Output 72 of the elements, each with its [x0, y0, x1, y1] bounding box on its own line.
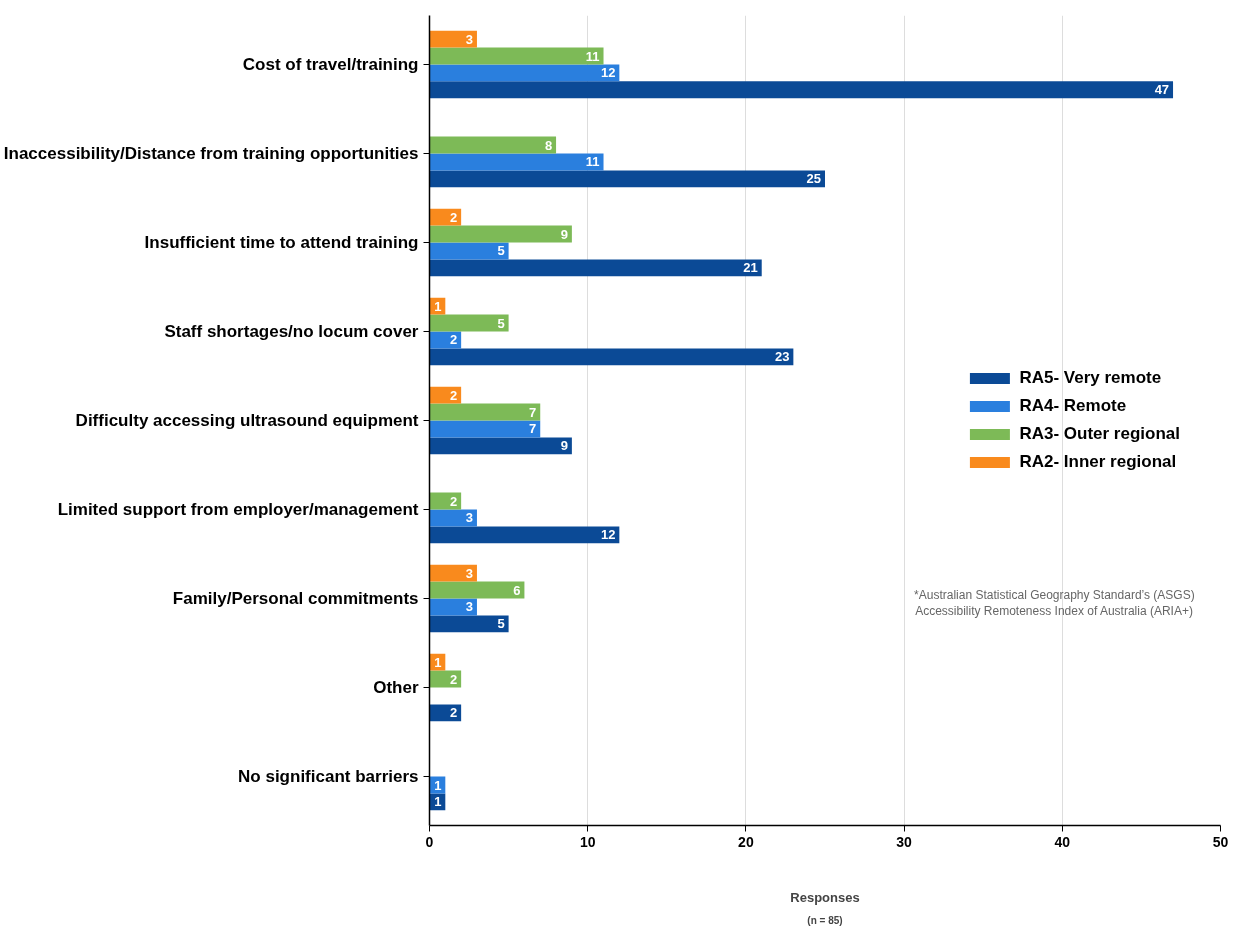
data-label: 2 — [449, 332, 458, 348]
data-label: 2 — [449, 209, 458, 225]
data-label: 11 — [585, 48, 600, 64]
y-tick-label: Inaccessibility/Distance from training opportunities — [3, 143, 419, 163]
bar — [429, 170, 825, 188]
bar — [429, 30, 477, 48]
bar — [429, 81, 1174, 99]
bar — [429, 437, 572, 455]
data-label: 11 — [585, 154, 600, 170]
y-tick-label: Limited support from employer/management — [57, 500, 419, 520]
data-label: 2 — [449, 493, 458, 509]
data-label: 1 — [434, 298, 442, 314]
bar — [429, 526, 620, 544]
bar — [429, 47, 604, 65]
bar — [429, 225, 572, 243]
y-tick-label: Staff shortages/no locum cover — [164, 321, 419, 341]
x-tick-label: 20 — [738, 833, 754, 850]
bar — [429, 581, 525, 599]
bar — [429, 136, 557, 154]
data-label: 8 — [544, 137, 553, 153]
y-tick-label: Other — [373, 678, 419, 698]
text: (n = 85) — [807, 914, 843, 926]
data-label: 12 — [600, 527, 616, 543]
x-tick-label: 50 — [1212, 833, 1229, 850]
bar — [429, 348, 794, 366]
x-axis-title: Responses — [790, 889, 860, 905]
data-label: 2 — [449, 671, 458, 687]
bar — [429, 403, 541, 421]
legend-label: RA3- Outer regional — [1019, 424, 1180, 444]
bar — [429, 153, 604, 171]
legend-label: RA4- Remote — [1019, 396, 1127, 416]
data-label: 23 — [774, 349, 790, 365]
x-tick-label: 10 — [579, 833, 596, 850]
data-label: 25 — [806, 171, 822, 187]
y-tick-label: No significant barriers — [238, 767, 419, 787]
data-label: 5 — [497, 243, 505, 259]
bar — [429, 242, 509, 260]
data-label: 2 — [449, 705, 458, 721]
y-tick-label: Family/Personal commitments — [172, 589, 419, 609]
data-label: 1 — [434, 777, 442, 793]
y-tick-label: Difficulty accessing ultrasound equipment — [75, 411, 419, 430]
data-label: 7 — [529, 421, 537, 437]
annotation: *Australian Statistical Geography Standard’s (ASGS) Accessibility Remoteness Index of Australia (ARIA+) — [914, 587, 1195, 619]
data-label: 2 — [449, 387, 458, 403]
bar — [429, 64, 620, 82]
data-label: 5 — [497, 315, 505, 331]
bar — [429, 420, 541, 438]
bar — [429, 259, 762, 277]
data-label: 21 — [743, 260, 758, 276]
data-label: 3 — [465, 31, 474, 47]
data-label: 5 — [497, 616, 505, 632]
data-label: 1 — [434, 794, 442, 810]
bar — [429, 564, 477, 582]
data-label: 7 — [529, 404, 537, 420]
legend-label: RA2- Inner regional — [1019, 452, 1177, 472]
y-tick-label: Insufficient time to attend training — [144, 232, 419, 252]
data-label: 9 — [560, 226, 568, 242]
data-label: 9 — [560, 438, 568, 454]
bar — [429, 615, 509, 633]
x-tick-label: 40 — [1054, 833, 1071, 850]
bar — [429, 314, 509, 332]
data-label: 3 — [465, 565, 474, 581]
data-label: 1 — [434, 654, 442, 670]
y-tick-label: Cost of travel/training — [242, 54, 419, 74]
x-tick-label: 0 — [425, 833, 434, 850]
legend-label: RA5- Very remote — [1019, 368, 1162, 388]
x-tick-label: 30 — [896, 833, 913, 850]
data-label: 3 — [465, 599, 474, 615]
data-label: 12 — [600, 65, 616, 81]
data-label: 3 — [465, 510, 474, 526]
data-label: 6 — [513, 582, 521, 598]
data-label: 47 — [1154, 82, 1170, 98]
